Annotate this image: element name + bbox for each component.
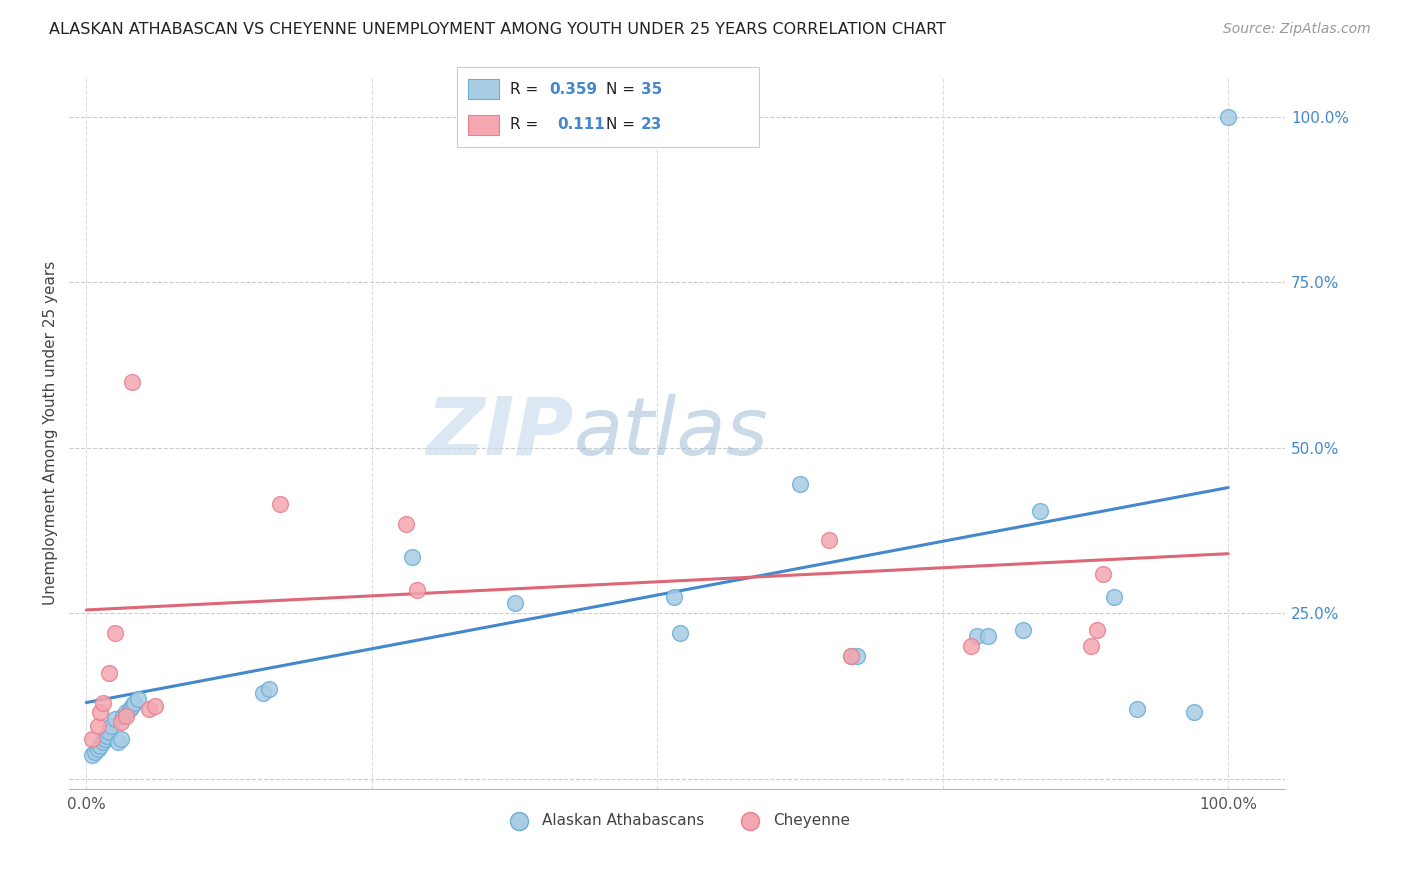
Point (1182, 706, 1205, 720)
Point (115, 708, 138, 723)
Text: ALASKAN ATHABASCAN VS CHEYENNE UNEMPLOYMENT AMONG YOUTH UNDER 25 YEARS CORRELATI: ALASKAN ATHABASCAN VS CHEYENNE UNEMPLOYM… (49, 22, 946, 37)
Text: ZIP: ZIP (426, 394, 574, 472)
Text: 0.111: 0.111 (557, 118, 605, 132)
Text: Source: ZipAtlas.com: Source: ZipAtlas.com (1223, 22, 1371, 37)
Point (1011, 623, 1033, 637)
Point (98, 725, 121, 739)
Point (257, 682, 280, 697)
Point (89, 739, 111, 753)
Point (107, 735, 129, 749)
Point (127, 692, 149, 706)
Point (395, 516, 418, 531)
Point (96, 729, 118, 743)
Point (93, 735, 115, 749)
Point (84, 745, 107, 759)
Point (138, 702, 160, 716)
Point (110, 715, 132, 730)
Text: atlas: atlas (574, 394, 769, 472)
Point (115, 706, 138, 720)
Point (111, 708, 134, 723)
Point (1126, 702, 1149, 716)
Legend: Alaskan Athabascans, Cheyenne: Alaskan Athabascans, Cheyenne (498, 807, 856, 834)
Text: R =: R = (510, 82, 544, 96)
Point (1091, 566, 1114, 581)
Point (269, 497, 291, 511)
Text: 0.359: 0.359 (550, 82, 598, 96)
Point (121, 698, 143, 713)
Point (80, 731, 103, 746)
Point (841, 649, 863, 664)
Point (1080, 640, 1102, 654)
Point (89, 706, 111, 720)
Text: N =: N = (606, 118, 640, 132)
Point (669, 626, 692, 640)
Point (966, 629, 988, 643)
Point (664, 590, 686, 604)
Point (1029, 504, 1052, 518)
Point (817, 533, 839, 548)
Point (110, 731, 132, 746)
Point (80, 748, 103, 763)
Point (87, 719, 110, 733)
Point (401, 549, 423, 564)
Point (503, 596, 526, 610)
Point (1085, 623, 1108, 637)
Y-axis label: Unemployment Among Youth under 25 years: Unemployment Among Youth under 25 years (44, 260, 58, 605)
Point (118, 702, 141, 716)
Point (104, 626, 127, 640)
Point (1218, 110, 1240, 124)
Point (104, 712, 127, 726)
Point (977, 629, 1000, 643)
Point (93, 731, 115, 746)
Point (1102, 590, 1125, 604)
Point (93, 696, 115, 710)
Point (98, 665, 121, 680)
Text: R =: R = (510, 118, 548, 132)
Point (124, 696, 146, 710)
Point (252, 685, 274, 699)
Text: 23: 23 (641, 118, 662, 132)
Point (121, 375, 143, 389)
Point (960, 640, 983, 654)
Point (846, 649, 869, 664)
Text: N =: N = (606, 82, 640, 96)
Text: 35: 35 (641, 82, 662, 96)
Point (406, 583, 429, 598)
Point (789, 477, 811, 491)
Point (87, 742, 110, 756)
Point (100, 719, 122, 733)
Point (841, 649, 863, 664)
Point (143, 698, 166, 713)
